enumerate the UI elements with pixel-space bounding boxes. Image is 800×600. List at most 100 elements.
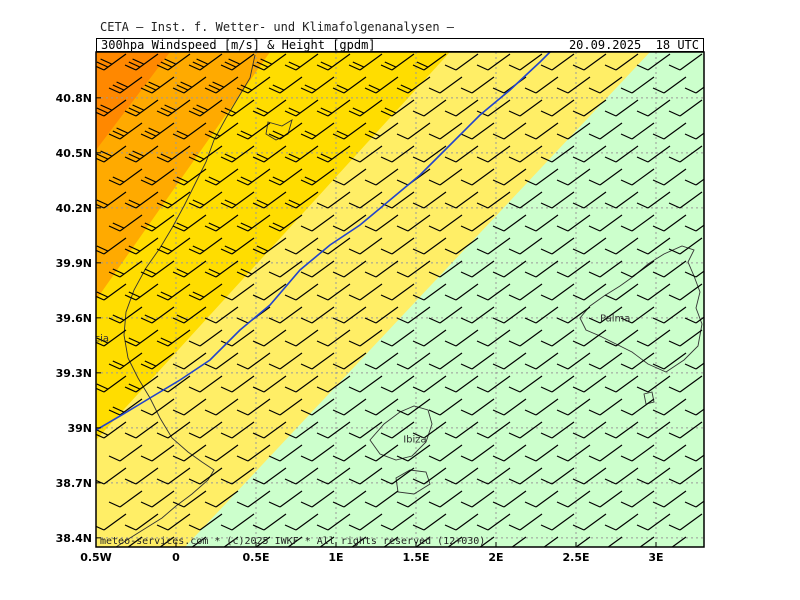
wind-barb: [284, 145, 319, 163]
wind-barb: [524, 260, 559, 278]
wind-barb: [332, 260, 367, 278]
iberian-coast: [115, 54, 256, 547]
wind-barb: [188, 467, 223, 485]
wind-barb: [668, 191, 703, 209]
wind-barb: [348, 283, 383, 301]
wind-barb: [108, 260, 143, 278]
wind-barb: [476, 283, 511, 301]
wind-barb: [668, 467, 703, 485]
wind-barb: [188, 513, 223, 531]
lat-tick-label: 39N: [67, 422, 92, 435]
wind-barb: [620, 168, 655, 186]
wind-barb: [604, 145, 639, 163]
wind-barb: [172, 398, 207, 416]
wind-barb: [252, 283, 287, 301]
wind-barb: [140, 168, 175, 186]
wind-barb: [604, 237, 639, 255]
wind-barb: [447, 536, 463, 547]
wind-barb: [316, 513, 351, 531]
wind-barb: [380, 145, 415, 163]
lon-tick-label: 3E: [648, 551, 663, 564]
wind-barb: [236, 490, 271, 508]
wind-barb: [300, 260, 335, 278]
wind-barb: [412, 191, 447, 209]
wind-barb: [204, 168, 239, 186]
wind-barb: [556, 398, 591, 416]
city-labels: Valencia Palma Ibiza: [96, 314, 630, 446]
wind-barb: [236, 444, 271, 462]
formentera: [395, 469, 431, 495]
wind-barb: [415, 536, 431, 547]
wind-barb: [652, 398, 687, 416]
wind-barb: [300, 214, 335, 232]
wind-barb: [524, 352, 559, 370]
wind-barb: [96, 99, 127, 117]
wind-barb: [588, 76, 623, 94]
wind-barb: [172, 306, 207, 324]
wind-barb: [124, 375, 159, 393]
wind-barb: [540, 99, 575, 117]
wind-barb: [508, 421, 543, 439]
wind-barb: [543, 536, 559, 547]
wind-barb: [412, 513, 447, 531]
wind-barb: [604, 283, 639, 301]
wind-barb: [572, 421, 607, 439]
wind-barb: [348, 237, 383, 255]
wind-barb: [508, 191, 543, 209]
wind-barb: [96, 421, 127, 439]
wind-barb: [636, 329, 671, 347]
wind-barb: [524, 306, 559, 324]
wind-barb: [556, 168, 591, 186]
wind-barb: [540, 421, 575, 439]
wind-barb: [188, 99, 223, 117]
wind-barb: [156, 329, 191, 347]
wind-barb: [220, 191, 255, 209]
institute-title: CETA — Inst. f. Wetter- und Klimafolgena…: [100, 20, 455, 34]
wind-barb: [636, 283, 671, 301]
wind-barb: [540, 191, 575, 209]
wind-barb: [96, 467, 127, 485]
wind-barb: [652, 260, 687, 278]
wind-barb: [284, 375, 319, 393]
wind-barb: [252, 191, 287, 209]
wind-barb: [460, 76, 495, 94]
wind-barb: [524, 398, 559, 416]
lon-tick-label: 2.5E: [562, 551, 589, 564]
wind-barb: [348, 191, 383, 209]
wind-barb: [652, 76, 687, 94]
wind-barb: [252, 421, 287, 439]
wind-barb: [156, 513, 191, 531]
wind-barb: [172, 76, 207, 94]
wind-barb: [220, 467, 255, 485]
wind-barb: [268, 214, 303, 232]
wind-barb: [348, 53, 383, 71]
wind-barb: [316, 53, 351, 71]
wind-barb: [444, 513, 479, 531]
wind-barb: [223, 536, 239, 547]
wind-barb: [204, 490, 239, 508]
cabrera: [643, 391, 655, 405]
wind-barb: [172, 444, 207, 462]
wind-barb: [380, 53, 415, 71]
mallorca: [579, 245, 703, 373]
wind-barb: [108, 76, 143, 94]
wind-barb: [524, 214, 559, 232]
wind-barb: [380, 421, 415, 439]
wind-barb: [476, 421, 511, 439]
wind-barb: [620, 306, 655, 324]
wind-barb: [396, 444, 431, 462]
wind-barb: [236, 398, 271, 416]
wind-barb: [316, 283, 351, 301]
wind-barb: [556, 260, 591, 278]
wind-barb: [332, 444, 367, 462]
wind-barb: [476, 329, 511, 347]
wind-barbs: [96, 53, 704, 547]
wind-barb: [300, 76, 335, 94]
wind-barb: [188, 375, 223, 393]
wind-barb: [284, 237, 319, 255]
wind-barb: [156, 237, 191, 255]
wind-barb: [428, 398, 463, 416]
wind-barb: [140, 76, 175, 94]
wind-barb: [96, 191, 127, 209]
wind-barb: [364, 260, 399, 278]
